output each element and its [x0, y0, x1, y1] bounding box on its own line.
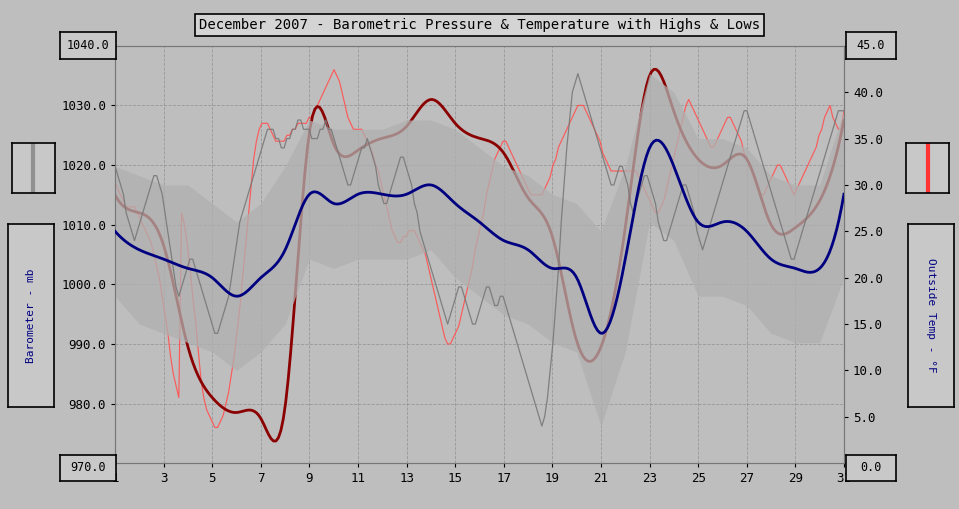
- Text: Outside Temp - °F: Outside Temp - °F: [926, 258, 936, 373]
- Text: 0.0: 0.0: [860, 461, 881, 474]
- Text: 970.0: 970.0: [70, 461, 106, 474]
- Text: December 2007 - Barometric Pressure & Temperature with Highs & Lows: December 2007 - Barometric Pressure & Te…: [199, 18, 760, 32]
- Text: Barometer - mb: Barometer - mb: [26, 268, 35, 363]
- Text: 1040.0: 1040.0: [67, 39, 109, 52]
- Text: 45.0: 45.0: [856, 39, 885, 52]
